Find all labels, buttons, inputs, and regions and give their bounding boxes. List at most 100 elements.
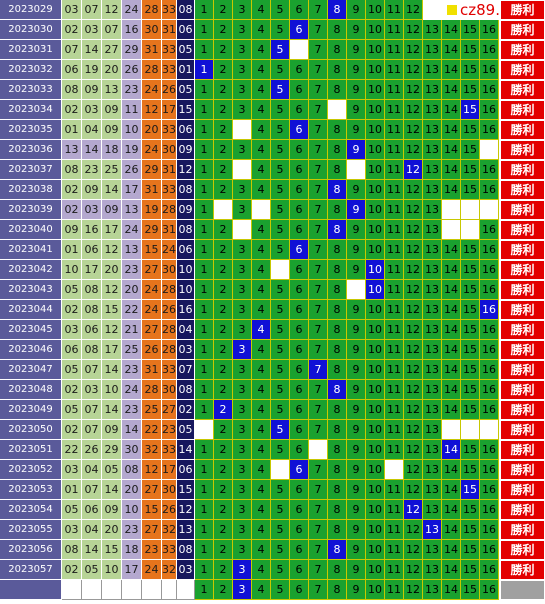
grey-button[interactable]	[500, 580, 545, 600]
win-button[interactable]: 勝利	[500, 320, 545, 340]
number-cell: 26	[162, 80, 177, 100]
trend-cell: 1	[195, 100, 214, 120]
win-button[interactable]: 勝利	[500, 180, 545, 200]
trend-cell: 3	[233, 440, 252, 460]
number-cell: 13	[102, 80, 122, 100]
win-button[interactable]: 勝利	[500, 80, 545, 100]
win-button[interactable]: 勝利	[500, 0, 545, 20]
win-button[interactable]: 勝利	[500, 100, 545, 120]
input-cell[interactable]	[177, 580, 195, 600]
input-cell[interactable]	[122, 580, 142, 600]
trend-cell: 10	[366, 480, 385, 500]
trend-cell: 7	[309, 300, 328, 320]
win-button[interactable]: 勝利	[500, 20, 545, 40]
logo-square-icon	[447, 5, 457, 15]
separator	[499, 400, 500, 420]
win-button[interactable]: 勝利	[500, 520, 545, 540]
trend-cell: 2	[214, 420, 233, 440]
trend-cell: 1	[195, 240, 214, 260]
win-button[interactable]: 勝利	[500, 280, 545, 300]
win-button[interactable]: 勝利	[500, 420, 545, 440]
number-cell: 09	[102, 200, 122, 220]
trend-cell: 4	[252, 260, 271, 280]
number-cell: 23	[142, 540, 162, 560]
win-button[interactable]: 勝利	[500, 120, 545, 140]
trend-cell: 14	[442, 300, 461, 320]
win-button[interactable]: 勝利	[500, 340, 545, 360]
trend-cell: 15	[461, 180, 480, 200]
number-cell: 01	[62, 120, 82, 140]
win-button[interactable]: 勝利	[500, 240, 545, 260]
number-cell: 26	[82, 440, 102, 460]
trend-cell: 9	[347, 400, 366, 420]
trend-cell: 9	[347, 560, 366, 580]
win-button[interactable]: 勝利	[500, 480, 545, 500]
trend-cell: 15	[461, 460, 480, 480]
number-cell: 10	[102, 380, 122, 400]
input-cell[interactable]	[162, 580, 177, 600]
number-cell: 06	[62, 340, 82, 360]
number-cell: 31	[142, 180, 162, 200]
win-button[interactable]: 勝利	[500, 360, 545, 380]
trend-cell: 11	[385, 60, 404, 80]
trend-cell: 5	[271, 280, 290, 300]
trend-cell: 3	[233, 320, 252, 340]
win-button[interactable]: 勝利	[500, 60, 545, 80]
trend-cell: 11	[385, 140, 404, 160]
win-button[interactable]: 勝利	[500, 500, 545, 520]
trend-empty-cell	[233, 120, 252, 140]
trend-cell: 2	[214, 540, 233, 560]
trend-cell: 15	[461, 560, 480, 580]
trend-cell: 1	[195, 560, 214, 580]
trend-cell: 2	[214, 300, 233, 320]
trend-cell: 10	[366, 540, 385, 560]
win-button[interactable]: 勝利	[500, 40, 545, 60]
input-cell[interactable]	[62, 580, 82, 600]
trend-empty-cell	[328, 100, 347, 120]
trend-cell: 1	[195, 580, 214, 600]
number-cell: 01	[62, 240, 82, 260]
trend-cell: 6	[290, 520, 309, 540]
win-button[interactable]: 勝利	[500, 300, 545, 320]
trend-cell: 4	[252, 560, 271, 580]
number-cell: 30	[162, 380, 177, 400]
trend-cell: 4	[252, 100, 271, 120]
win-button[interactable]: 勝利	[500, 560, 545, 580]
win-button[interactable]: 勝利	[500, 220, 545, 240]
trend-cell: 5	[271, 220, 290, 240]
trend-cell: 13	[423, 400, 442, 420]
trend-empty-cell	[442, 200, 461, 220]
number-cell: 27	[142, 260, 162, 280]
win-button[interactable]: 勝利	[500, 200, 545, 220]
trend-cell: 10	[366, 240, 385, 260]
trend-cell: 7	[309, 20, 328, 40]
win-button[interactable]: 勝利	[500, 160, 545, 180]
win-button[interactable]: 勝利	[500, 380, 545, 400]
input-cell[interactable]	[82, 580, 102, 600]
trend-cell: 12	[404, 60, 423, 80]
win-button[interactable]: 勝利	[500, 140, 545, 160]
period-cell: 2023031	[0, 40, 62, 60]
trend-cell: 8	[328, 200, 347, 220]
trend-cell: 6	[290, 220, 309, 240]
input-cell[interactable]	[142, 580, 162, 600]
number-cell: 12	[142, 460, 162, 480]
win-button[interactable]: 勝利	[500, 540, 545, 560]
trend-cell: 3	[233, 280, 252, 300]
trend-empty-cell	[480, 200, 499, 220]
number-cell: 14	[102, 180, 122, 200]
number-cell: 03	[82, 100, 102, 120]
win-button[interactable]: 勝利	[500, 260, 545, 280]
trend-cell: 13	[423, 300, 442, 320]
trend-cell: 16	[480, 120, 499, 140]
last-number-cell: 08	[177, 220, 195, 240]
period-cell: 2023032	[0, 60, 62, 80]
trend-cell: 11	[385, 540, 404, 560]
input-cell[interactable]	[102, 580, 122, 600]
win-button[interactable]: 勝利	[500, 400, 545, 420]
number-cell: 23	[122, 260, 142, 280]
win-button[interactable]: 勝利	[500, 460, 545, 480]
number-cell: 04	[82, 520, 102, 540]
number-cell: 06	[82, 240, 102, 260]
win-button[interactable]: 勝利	[500, 440, 545, 460]
